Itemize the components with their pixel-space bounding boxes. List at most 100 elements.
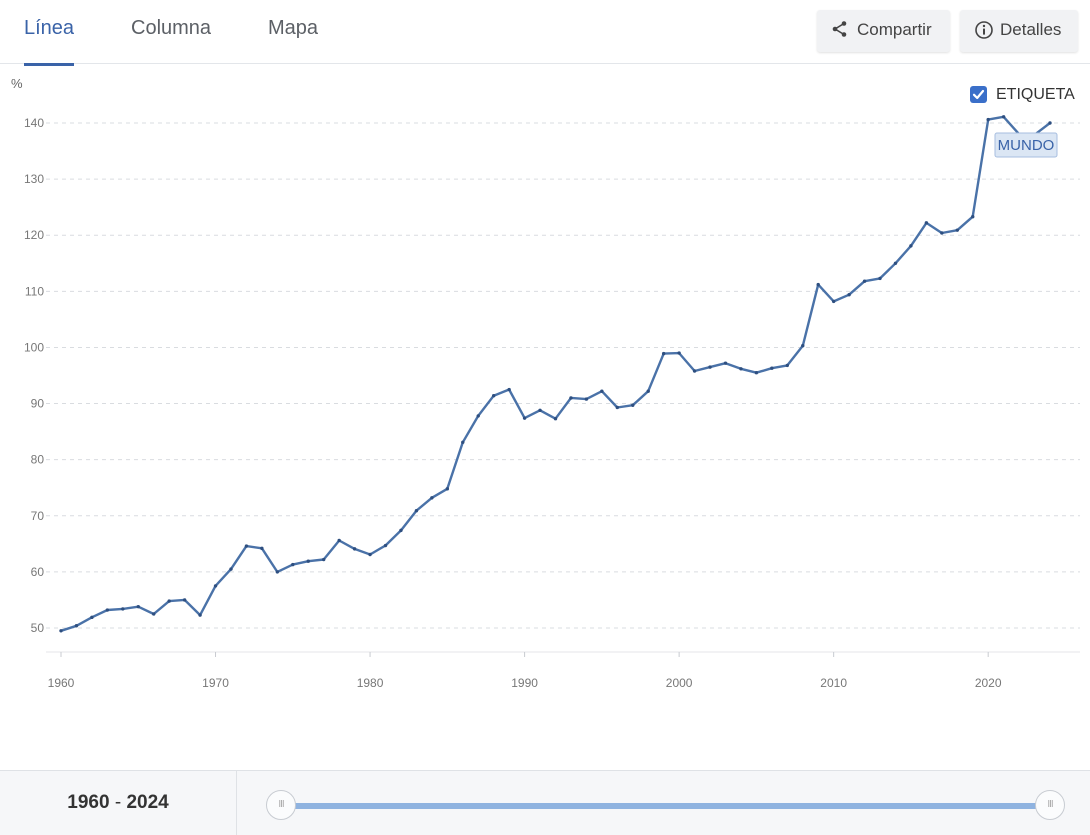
range-start: 1960 [67, 792, 110, 813]
tab-columna[interactable]: Columna [131, 17, 212, 39]
y-tick-label: 60 [31, 565, 45, 579]
range-slider-start-handle[interactable]: III [266, 790, 296, 820]
data-point [1001, 115, 1006, 119]
x-tick-label: 1980 [357, 676, 384, 690]
line-chart: 50 60 70 80 90 100 110 120 130 140 1960 1970 1980 199… [24, 115, 1080, 690]
y-tick-label: 120 [24, 228, 44, 242]
data-point [229, 567, 233, 571]
data-point [971, 215, 975, 219]
data-point [260, 546, 264, 551]
data-point [847, 293, 851, 297]
data-point [909, 244, 913, 248]
x-tick-label: 2020 [975, 676, 1002, 690]
x-tick-label: 2000 [666, 676, 693, 690]
data-point [538, 408, 542, 412]
data-point [352, 547, 357, 551]
y-tick-label: 90 [31, 397, 45, 411]
series-label: MUNDO [998, 137, 1055, 154]
y-axis-unit: % [11, 76, 23, 91]
data-point [723, 361, 728, 365]
data-point [445, 487, 450, 491]
data-point [878, 276, 882, 281]
data-point [816, 282, 820, 287]
tab-linea[interactable]: Línea [24, 0, 75, 66]
data-point [152, 612, 156, 616]
x-tick-label: 1970 [202, 676, 229, 690]
tab-mapa[interactable]: Mapa [268, 17, 319, 39]
data-point [631, 403, 635, 407]
info-icon [975, 21, 993, 39]
y-tick-label: 80 [31, 453, 45, 467]
data-point [692, 369, 697, 373]
data-point [306, 559, 310, 563]
y-tick-label: 110 [25, 284, 44, 298]
share-button[interactable]: Compartir [817, 10, 950, 52]
range-slider-end-handle[interactable]: III [1035, 790, 1065, 820]
data-point [430, 496, 434, 500]
data-point [600, 389, 604, 393]
data-point [337, 538, 341, 543]
data-point [198, 613, 202, 617]
checkmark-icon [972, 89, 985, 100]
data-point [522, 416, 527, 420]
data-point [461, 440, 465, 444]
data-point [322, 557, 326, 562]
details-label: Detalles [1000, 20, 1062, 39]
data-point [739, 367, 743, 371]
data-point [569, 396, 573, 400]
data-point [368, 552, 372, 557]
y-tick-label: 140 [24, 116, 44, 130]
x-tick-label: 2010 [820, 676, 847, 690]
data-point [924, 221, 929, 225]
data-point [754, 370, 759, 375]
series-line [60, 115, 1051, 632]
data-point [986, 117, 990, 122]
range-separator: - [114, 792, 122, 813]
data-point [646, 389, 650, 393]
data-point [1048, 121, 1052, 125]
data-point [553, 417, 558, 421]
range-footer: 1960 - 2024 III III [0, 770, 1090, 835]
x-tick-label: 1990 [511, 676, 538, 690]
y-tick-label: 70 [31, 509, 45, 523]
data-point [121, 607, 125, 611]
tab-bar: Línea Columna Mapa Compartir Detalles [0, 0, 1090, 66]
y-tick-label: 50 [31, 621, 45, 635]
details-button[interactable]: Detalles [960, 10, 1078, 52]
data-point [831, 299, 836, 304]
legend-label: ETIQUETA [996, 86, 1075, 103]
data-point [785, 363, 789, 368]
data-point [584, 397, 589, 401]
data-point [167, 599, 171, 603]
data-point [677, 351, 681, 355]
data-point [74, 624, 79, 628]
series-label-box [994, 132, 1058, 158]
data-point [893, 261, 898, 265]
data-point [801, 344, 805, 348]
data-point [399, 528, 403, 533]
y-tick-label: 130 [24, 172, 44, 186]
data-point [182, 598, 187, 602]
data-point [291, 562, 295, 567]
data-point [244, 544, 249, 548]
share-label: Compartir [857, 20, 932, 39]
range-slider-track[interactable] [282, 803, 1050, 809]
year-range: 1960 - 2024 [0, 771, 237, 835]
data-point [862, 279, 867, 283]
data-point [940, 231, 944, 235]
data-point [213, 584, 218, 588]
data-point [105, 608, 110, 612]
data-point [476, 414, 480, 418]
data-point [136, 604, 140, 609]
data-point [383, 543, 388, 548]
y-tick-label: 100 [24, 340, 44, 354]
data-point [507, 387, 511, 392]
x-tick-label: 1960 [48, 676, 75, 690]
data-point [59, 629, 63, 633]
data-point [615, 405, 620, 410]
legend-checkbox[interactable] [970, 86, 987, 103]
data-point [90, 615, 94, 620]
range-end: 2024 [126, 792, 169, 813]
data-point [955, 228, 959, 232]
share-icon [832, 21, 847, 37]
